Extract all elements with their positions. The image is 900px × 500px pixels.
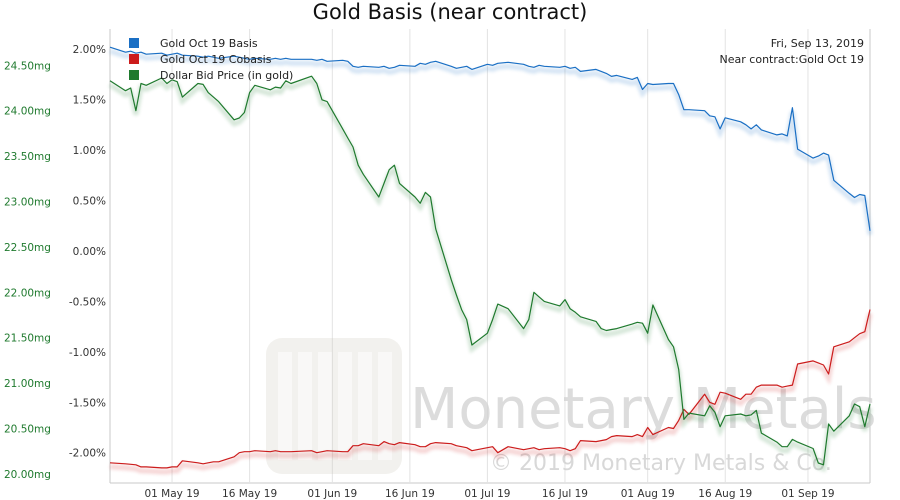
series-line-dollar-bid-price-in-gold	[109, 75, 871, 466]
x-tick-label: 16 Jun 19	[385, 488, 435, 500]
legend-label-dollar: Dollar Bid Price (in gold)	[160, 69, 293, 82]
x-tick-label: 16 Jul 19	[542, 488, 588, 500]
series-group	[108, 46, 873, 475]
left-tick-label: 22.50mg	[4, 242, 51, 254]
right-tick-label: -1.50%	[69, 397, 106, 409]
left-tick-label: 22.00mg	[4, 287, 51, 299]
series-shadow-gold-oct-19-cobasis	[109, 312, 873, 475]
right-tick-label: 0.50%	[73, 196, 106, 208]
right-tick-label: -0.50%	[69, 296, 106, 308]
right-tick-label: -1.00%	[69, 347, 106, 359]
x-tick-label: 01 Jun 19	[307, 488, 357, 500]
watermark-brand: Monetary Metals	[410, 377, 877, 442]
x-tick-label: 16 May 19	[222, 488, 277, 500]
series-shadow-dollar-bid-price-in-gold	[108, 77, 873, 473]
left-tick-label: 23.50mg	[4, 151, 51, 163]
right-tick-label: 1.50%	[73, 95, 106, 107]
grid: 01 May 19 16 May 19 01 Jun 19 16 Jun 19 01 J…	[4, 29, 871, 500]
legend-label-cobasis: Gold Oct 19 Cobasis	[160, 53, 272, 66]
series-line-gold-oct-19-cobasis	[109, 309, 871, 469]
info-contract: Near contract:Gold Oct 19	[720, 53, 864, 66]
left-tick-label: 21.50mg	[4, 333, 51, 345]
series-line-gold-oct-19-basis	[109, 46, 871, 231]
legend: Gold Oct 19 Basis Gold Oct 19 Cobasis Do…	[129, 37, 293, 82]
left-tick-label: 23.00mg	[4, 197, 51, 209]
legend-swatch-cobasis	[129, 54, 139, 64]
x-tick-label: 01 Sep 19	[781, 488, 834, 500]
watermark-logo	[266, 338, 402, 474]
legend-swatch-dollar	[129, 70, 139, 80]
watermark: Monetary Metals © 2019 Monetary Metals &…	[266, 338, 877, 476]
left-tick-label: 21.00mg	[4, 378, 51, 390]
x-tick-label: 01 Jul 19	[464, 488, 510, 500]
chart-title: Gold Basis (near contract)	[313, 0, 588, 24]
right-tick-label: 2.00%	[73, 44, 106, 56]
left-tick-label: 24.00mg	[4, 106, 51, 118]
legend-label-basis: Gold Oct 19 Basis	[160, 37, 258, 50]
series-shadow-gold-oct-19-basis	[109, 48, 873, 236]
legend-swatch-basis	[129, 38, 139, 48]
x-tick-label: 01 May 19	[144, 488, 199, 500]
info-date: Fri, Sep 13, 2019	[771, 37, 864, 50]
left-tick-label: 20.00mg	[4, 469, 51, 481]
x-tick-label: 01 Aug 19	[621, 488, 675, 500]
right-tick-label: 0.00%	[73, 246, 106, 258]
left-tick-label: 20.50mg	[4, 424, 51, 436]
watermark-copyright: © 2019 Monetary Metals & Co.	[490, 451, 832, 476]
x-tick-label: 16 Aug 19	[698, 488, 752, 500]
right-tick-label: -2.00%	[69, 448, 106, 460]
left-tick-label: 24.50mg	[4, 60, 51, 72]
right-tick-label: 1.00%	[73, 145, 106, 157]
info-box: Fri, Sep 13, 2019 Near contract:Gold Oct…	[720, 37, 864, 66]
